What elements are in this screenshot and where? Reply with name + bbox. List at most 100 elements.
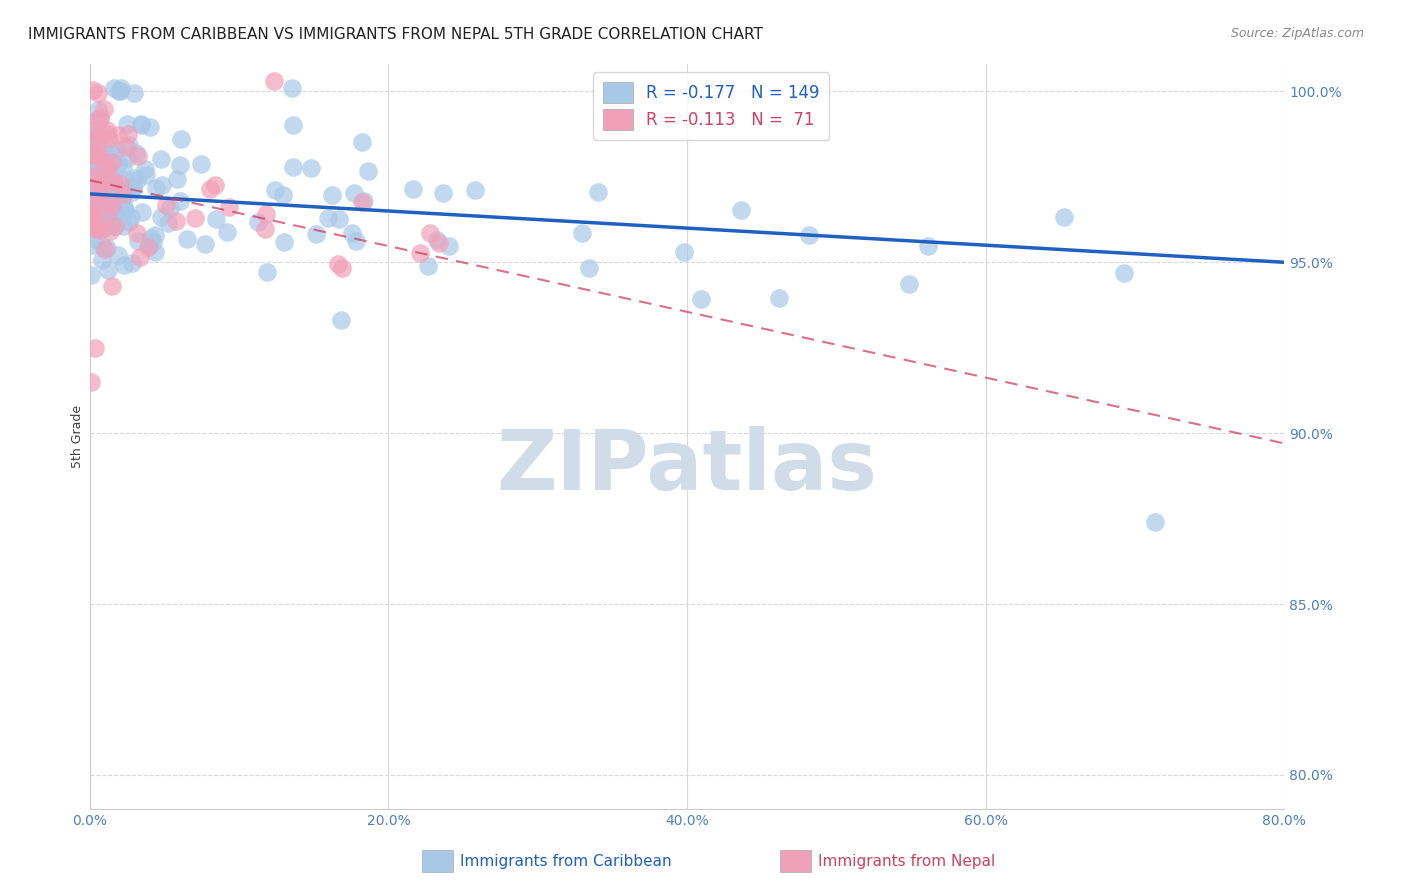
Point — [110, 81, 132, 95]
Point — [166, 172, 188, 186]
Point — [97, 209, 120, 223]
Point — [108, 177, 131, 191]
Point — [114, 204, 136, 219]
Point — [129, 117, 152, 131]
Point — [142, 235, 165, 250]
Point — [730, 203, 752, 218]
Point — [571, 227, 593, 241]
Point — [107, 199, 129, 213]
Point — [101, 278, 124, 293]
Point — [105, 143, 128, 157]
Text: Source: ZipAtlas.com: Source: ZipAtlas.com — [1230, 27, 1364, 40]
Point — [353, 194, 375, 209]
Point — [94, 242, 117, 256]
Point — [111, 219, 134, 233]
Point — [82, 198, 104, 212]
Point — [217, 225, 239, 239]
Text: Immigrants from Nepal: Immigrants from Nepal — [818, 855, 995, 869]
Point — [118, 138, 141, 153]
Point — [80, 202, 103, 216]
Point — [80, 169, 103, 184]
Point — [97, 203, 120, 218]
Point — [101, 155, 124, 169]
Point — [127, 234, 149, 248]
Point — [82, 180, 104, 194]
Point — [409, 246, 432, 260]
Point — [89, 178, 111, 193]
Point — [111, 186, 134, 201]
Point — [190, 157, 212, 171]
Point — [87, 147, 110, 161]
Point — [156, 216, 179, 230]
Point — [82, 148, 104, 162]
Point — [97, 194, 120, 209]
Point — [344, 234, 367, 248]
Point — [127, 149, 149, 163]
Point — [1144, 515, 1167, 529]
Point — [437, 239, 460, 253]
Point — [98, 144, 121, 158]
Point — [204, 212, 226, 227]
Point — [89, 223, 111, 237]
Point — [176, 232, 198, 246]
Point — [82, 83, 104, 97]
Point — [108, 84, 131, 98]
Point — [305, 227, 328, 241]
Point — [283, 118, 305, 132]
Point — [80, 207, 103, 221]
Point — [129, 251, 152, 265]
Point — [101, 176, 124, 190]
Point — [263, 74, 285, 88]
Point — [82, 237, 104, 252]
Point — [97, 263, 120, 277]
Point — [94, 206, 117, 220]
Point — [768, 291, 790, 305]
Point — [170, 132, 193, 146]
Point — [90, 170, 112, 185]
Y-axis label: 5th Grade: 5th Grade — [72, 405, 84, 468]
Point — [83, 211, 105, 225]
Point — [97, 210, 120, 224]
Point — [326, 256, 349, 270]
Point — [89, 186, 111, 201]
Point — [121, 256, 143, 270]
Point — [125, 226, 148, 240]
Point — [283, 160, 305, 174]
Point — [118, 215, 141, 229]
Point — [340, 226, 363, 240]
Point — [83, 148, 105, 162]
Point — [86, 207, 108, 221]
Point — [97, 172, 120, 186]
Point — [112, 160, 135, 174]
Point — [917, 239, 939, 253]
Point — [80, 133, 103, 147]
Point — [112, 258, 135, 272]
Point — [86, 188, 108, 202]
Point — [149, 210, 172, 224]
Point — [897, 277, 920, 291]
Point — [89, 145, 111, 159]
Point — [155, 198, 177, 212]
Point — [91, 252, 114, 267]
Point — [112, 202, 135, 216]
Point — [194, 236, 217, 251]
Point — [135, 168, 157, 182]
Point — [86, 112, 108, 127]
Point — [218, 200, 240, 214]
Point — [432, 186, 454, 200]
Point — [150, 178, 173, 192]
Point — [159, 201, 181, 215]
Point — [169, 158, 191, 172]
Point — [253, 222, 276, 236]
Point — [108, 84, 131, 98]
Point — [357, 164, 380, 178]
Legend: R = -0.177   N = 149, R = -0.113   N =  71: R = -0.177 N = 149, R = -0.113 N = 71 — [592, 72, 830, 140]
Point — [91, 240, 114, 254]
Point — [97, 169, 120, 184]
Point — [419, 227, 441, 241]
Point — [273, 235, 295, 249]
Point — [330, 260, 353, 275]
Point — [343, 186, 366, 201]
Point — [89, 110, 111, 124]
Point — [86, 221, 108, 235]
